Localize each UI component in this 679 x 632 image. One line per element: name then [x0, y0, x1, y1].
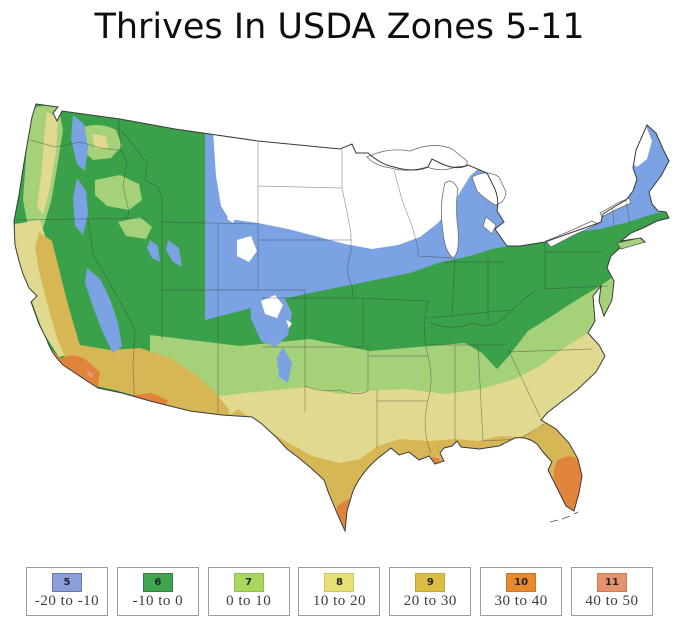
- legend-item-zone-8: 8 10 to 20: [298, 567, 381, 616]
- saginaw-bay: [482, 216, 497, 235]
- map-container: [0, 85, 679, 555]
- legend-item-zone-11: 11 40 to 50: [570, 567, 653, 616]
- legend: 5 -20 to -10 6 -10 to 0 7 0 to 10 8 10 t…: [0, 567, 679, 616]
- zone-8-range-label: 10 to 20: [312, 593, 367, 609]
- zone-5-swatch: 5: [52, 573, 82, 592]
- usda-zone-map: [13, 103, 670, 532]
- lake-michigan: [441, 180, 459, 259]
- west-zone9-patches: [35, 232, 230, 416]
- zone-6-swatch: 6: [142, 573, 173, 592]
- legend-item-zone-7: 7 0 to 10: [207, 567, 290, 616]
- long-island: [616, 237, 646, 250]
- lake-superior: [366, 145, 468, 171]
- zone-11-swatch: 11: [596, 573, 627, 592]
- zone-10-swatch: 10: [506, 573, 537, 592]
- zone-9-range-label: 20 to 30: [403, 593, 457, 609]
- zone-8-swatch: 8: [324, 573, 355, 592]
- legend-item-zone-6: 6 -10 to 0: [116, 567, 199, 616]
- zone-10-range-label: 30 to 40: [494, 593, 548, 609]
- florida-keys: [549, 511, 579, 523]
- zone-5-range-label: -20 to -10: [34, 593, 100, 609]
- zone-11-range-label: 40 to 50: [585, 593, 639, 609]
- page-title: Thrives In USDA Zones 5-11: [94, 7, 585, 47]
- legend-item-zone-5: 5 -20 to -10: [26, 567, 108, 616]
- legend-item-zone-9: 9 20 to 30: [389, 567, 472, 616]
- legend-item-zone-10: 10 30 to 40: [480, 567, 563, 616]
- zone-9-swatch: 9: [415, 573, 446, 592]
- zone-7-swatch: 7: [233, 573, 264, 592]
- zone-7-range-label: 0 to 10: [226, 593, 272, 609]
- zone-6-range-label: -10 to 0: [132, 593, 184, 609]
